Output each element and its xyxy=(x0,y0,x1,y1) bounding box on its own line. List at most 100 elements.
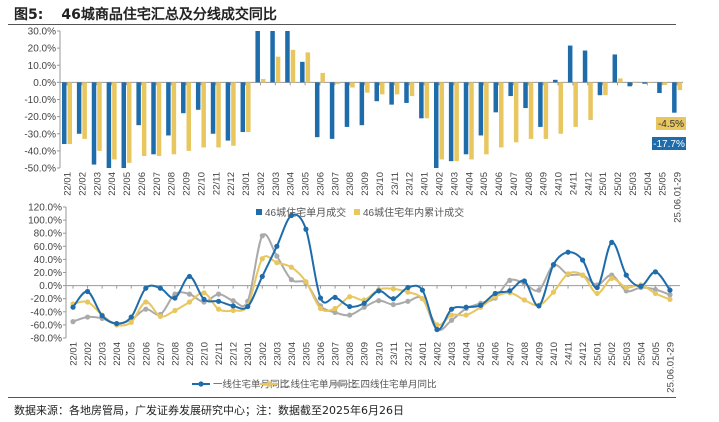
point-tier2 xyxy=(172,307,178,314)
bar-chart-x-tick-label: 22/06 xyxy=(137,172,148,196)
bar-chart-y-tick-label: 0.0% xyxy=(33,78,56,89)
line-chart-x-tick-label: 22/07 xyxy=(156,342,167,366)
line-chart-x-tick-label: 23/07 xyxy=(331,342,342,366)
point-tier3-4 xyxy=(70,319,76,325)
point-tier1 xyxy=(99,313,105,319)
point-tier1 xyxy=(652,269,659,275)
point-tier2 xyxy=(128,319,134,325)
line-chart-y-tick-label: 0.0% xyxy=(39,281,62,292)
line-chart-x-tick-label: 24/06 xyxy=(491,342,502,366)
bar-chart-x-tick-label: 22/05 xyxy=(122,172,133,196)
point-tier1 xyxy=(594,284,600,291)
bar-chart-x-tick-label: 24/12 xyxy=(583,172,594,196)
line-chart-x-tick-label: 22/05 xyxy=(127,342,138,366)
line-chart-x-tick-label: 22/08 xyxy=(170,342,181,366)
point-tier2 xyxy=(259,256,265,262)
point-tier1 xyxy=(419,287,426,293)
bar-chart-x-tick-label: 24/02 xyxy=(435,172,446,196)
data-label-box xyxy=(656,117,686,130)
line-chart-x-tick-label: 22/10 xyxy=(200,342,211,366)
bar-ytd xyxy=(186,82,192,151)
point-tier3-4 xyxy=(390,301,396,308)
point-tier2 xyxy=(609,275,615,281)
point-tier1 xyxy=(245,303,251,310)
bar-ytd xyxy=(603,82,608,96)
point-tier3-4 xyxy=(667,292,673,298)
point-tier2 xyxy=(448,312,455,318)
bar-chart-x-tick-label: 24/05 xyxy=(479,172,490,196)
point-tier3-4 xyxy=(376,298,382,304)
bar-monthly xyxy=(419,82,424,119)
point-tier1 xyxy=(230,303,236,309)
bar-monthly xyxy=(344,82,350,127)
point-tier1 xyxy=(128,314,134,320)
point-tier2 xyxy=(405,289,411,295)
point-tier2 xyxy=(317,305,324,312)
bar-chart-x-tick-label: 23/01 xyxy=(241,172,252,196)
bar-monthly xyxy=(434,82,439,168)
point-tier1 xyxy=(492,290,498,297)
point-tier1 xyxy=(521,278,527,284)
bar-chart-x-tick-label: 23/05 xyxy=(301,172,312,196)
bar-chart-x-tick-label: 23/12 xyxy=(405,172,416,196)
bar-chart-x-tick-label: 22/10 xyxy=(196,172,207,196)
bar-monthly xyxy=(76,82,82,134)
line-chart-x-tick-label: 24/05 xyxy=(476,342,487,366)
point-tier3-4 xyxy=(536,287,542,293)
bar-ytd xyxy=(365,82,370,93)
legend-label: 46城住宅年内累计成交 xyxy=(363,206,464,219)
point-tier3-4 xyxy=(274,253,280,259)
point-tier1 xyxy=(259,273,265,280)
bar-ytd xyxy=(305,52,311,83)
point-tier3-4 xyxy=(332,309,338,316)
point-tier1 xyxy=(434,326,440,333)
bar-ytd xyxy=(543,82,549,139)
bar-ytd xyxy=(499,82,504,148)
point-tier2 xyxy=(623,284,629,291)
bar-chart-x-tick-label: 23/03 xyxy=(271,172,282,196)
line-chart-x-tick-label: 24/01 xyxy=(418,342,429,366)
point-tier2 xyxy=(274,260,280,266)
source-note: 数据来源：各地房管局，广发证券发展研究中心；注：数据截至2025年6月26日 xyxy=(14,404,404,417)
line-chart-x-tick-label: 23/09 xyxy=(360,342,371,366)
line-chart-x-tick-label: 23/01 xyxy=(243,342,254,366)
bar-monthly xyxy=(553,79,558,83)
bar-ytd xyxy=(677,82,683,91)
bar-chart-x-tick-label: 23/07 xyxy=(330,172,341,196)
point-tier2 xyxy=(186,299,193,305)
bar-monthly xyxy=(121,82,127,168)
point-tier1 xyxy=(448,306,455,312)
line-chart-x-tick-label: 22/06 xyxy=(141,342,152,366)
bar-chart-y-tick-label: 20.0% xyxy=(28,44,56,55)
bar-ytd xyxy=(82,82,87,139)
point-tier1 xyxy=(201,296,207,302)
bar-ytd xyxy=(275,56,281,83)
title-rule xyxy=(8,24,676,25)
line-chart-x-tick-label: 24/07 xyxy=(505,342,516,366)
bar-monthly xyxy=(359,82,365,126)
bar-ytd xyxy=(260,78,266,83)
line-chart-y-tick-label: -80.0% xyxy=(30,334,62,345)
bar-ytd xyxy=(112,82,117,160)
point-tier1 xyxy=(478,302,484,308)
line-chart-x-tick-label: 24/11 xyxy=(564,342,575,365)
point-tier1 xyxy=(157,285,163,291)
bar-ytd xyxy=(156,82,162,157)
bar-chart-x-tick-label: 22/01 xyxy=(63,172,74,196)
bar-chart-y-tick-label: -50.0% xyxy=(24,164,56,175)
legend-label: 二线住宅单月同比 xyxy=(281,379,357,391)
line-chart-x-tick-label: 23/10 xyxy=(374,342,385,366)
bar-chart-x-tick-label: 25/03 xyxy=(628,172,639,196)
legend-swatch xyxy=(256,209,262,215)
bar-chart-x-tick-label: 22/12 xyxy=(226,172,237,196)
point-tier1 xyxy=(609,239,615,245)
point-tier1 xyxy=(332,294,338,300)
point-tier2 xyxy=(288,264,294,270)
point-tier2 xyxy=(230,307,236,314)
bar-chart-x-tick-label: 24/06 xyxy=(494,172,505,196)
legend-label: 三四线住宅单月同比 xyxy=(351,379,437,391)
point-tier2 xyxy=(565,271,571,277)
bar-ytd xyxy=(231,82,236,146)
bar-monthly xyxy=(508,82,513,97)
